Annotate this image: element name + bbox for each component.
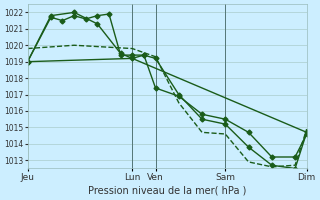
X-axis label: Pression niveau de la mer( hPa ): Pression niveau de la mer( hPa )	[88, 186, 246, 196]
